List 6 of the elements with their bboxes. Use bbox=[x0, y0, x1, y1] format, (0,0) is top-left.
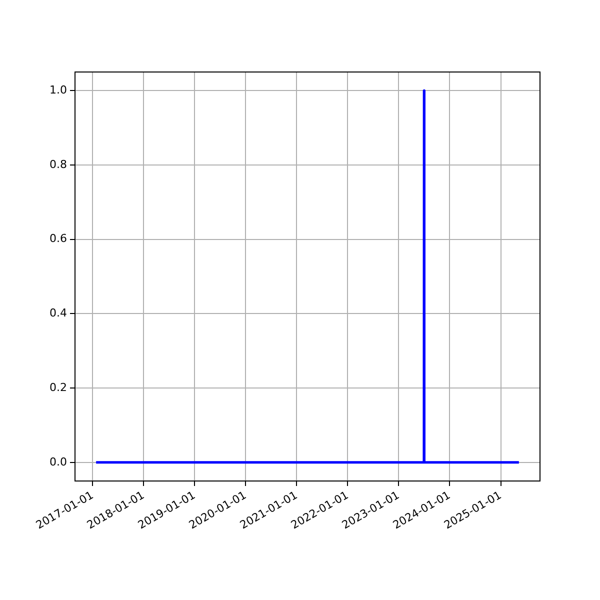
y-tick-label: 0.8 bbox=[50, 158, 67, 171]
y-tick-label: 0.6 bbox=[50, 232, 67, 246]
y-tick-label: 1.0 bbox=[50, 83, 67, 96]
y-tick-label: 0.2 bbox=[50, 380, 67, 394]
y-tick-label: 0.4 bbox=[50, 306, 67, 320]
y-tick-label: 0.0 bbox=[50, 455, 67, 468]
